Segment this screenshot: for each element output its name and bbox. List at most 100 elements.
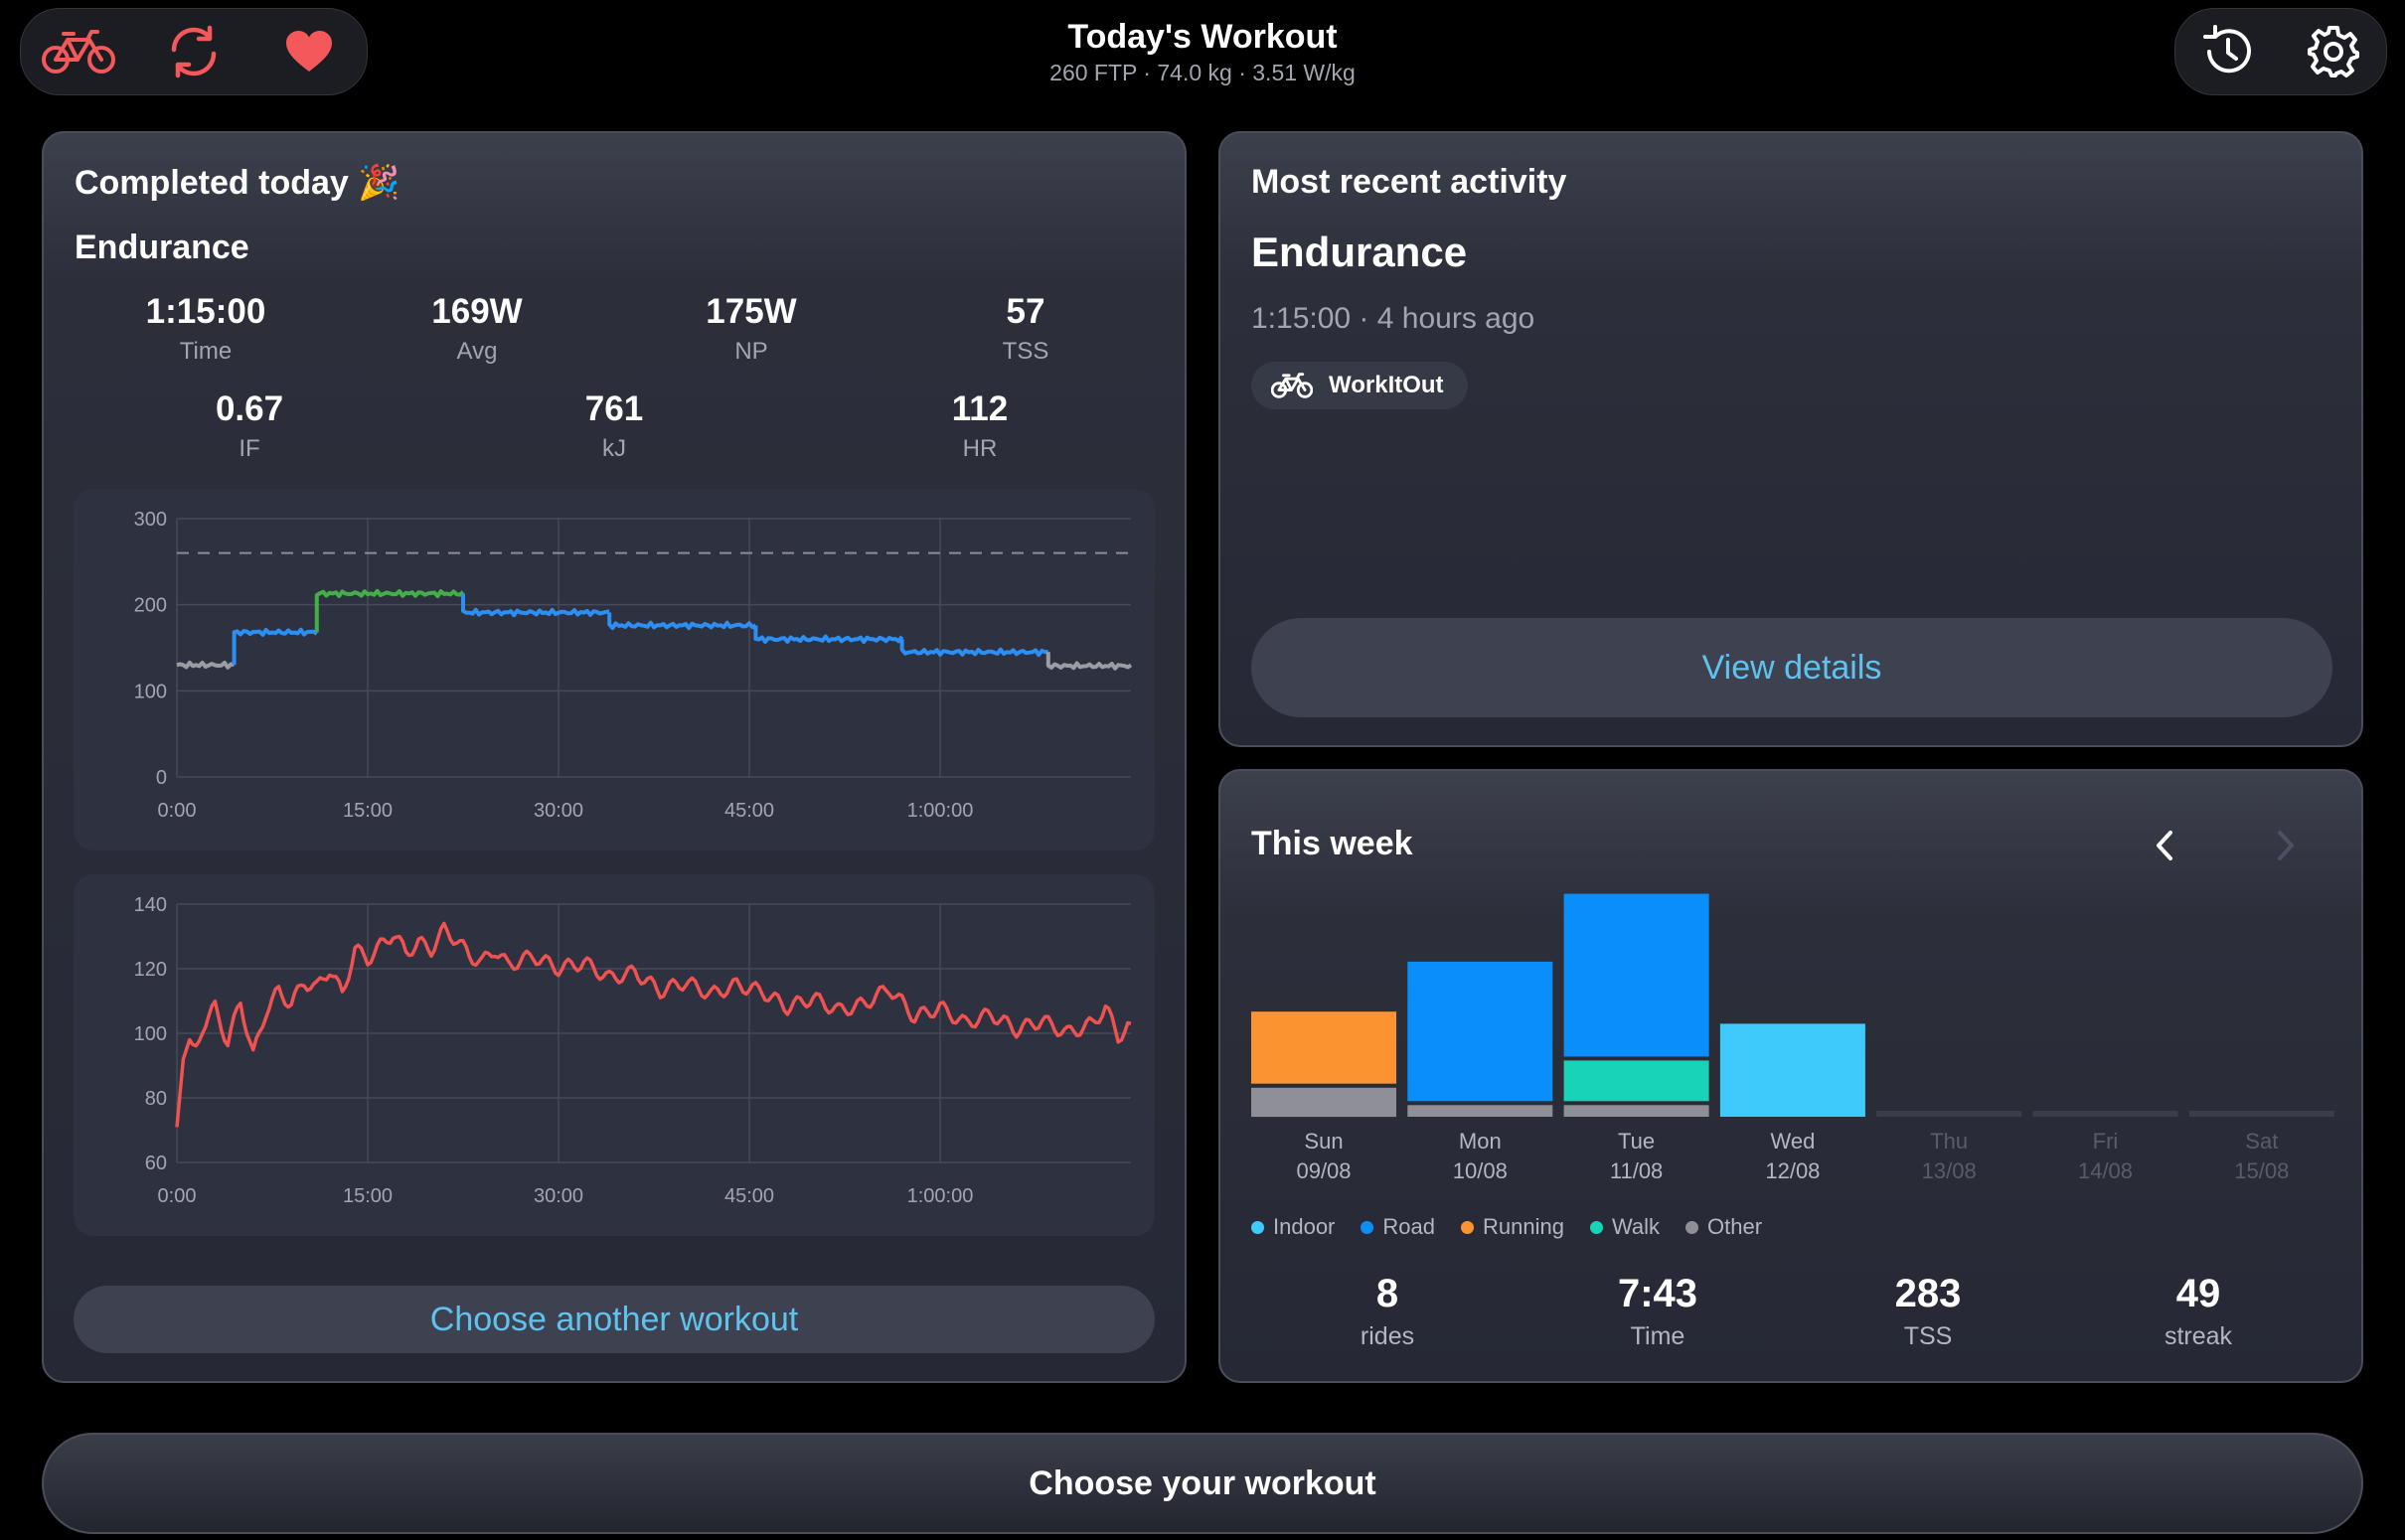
hr-x-tick: 0:00 <box>158 1185 197 1207</box>
week-day-date: 13/08 <box>1921 1158 1977 1183</box>
legend-dot <box>1251 1220 1264 1234</box>
week-day-date: 10/08 <box>1452 1158 1508 1183</box>
legend-item-indoor: Indoor <box>1251 1214 1335 1240</box>
week-prev-button[interactable] <box>2135 821 2194 870</box>
week-bar-empty <box>2188 1111 2334 1117</box>
recent-meta: 1:15:00 · 4 hours ago <box>1251 302 1535 335</box>
stat-tss-label: TSS <box>1002 338 1049 365</box>
power-y-tick: 200 <box>134 595 167 617</box>
week-stat-time-value: 7:43 <box>1617 1272 1698 1315</box>
week-bar-other <box>1407 1105 1553 1117</box>
recent-activity-card: Most recent activity Endurance 1:15:00 ·… <box>1218 131 2363 747</box>
legend-dot <box>1589 1220 1603 1234</box>
week-day-name: Wed <box>1770 1129 1816 1154</box>
history-button[interactable] <box>2188 12 2268 91</box>
hr-y-tick: 100 <box>134 1023 167 1045</box>
stat-if-value: 0.67 <box>215 389 284 428</box>
gear-icon <box>2308 26 2359 77</box>
hr-x-tick: 1:00:00 <box>907 1185 974 1207</box>
legend-item-other: Other <box>1685 1214 1762 1240</box>
week-legend: Indoor Road Running Walk Other <box>1251 1214 1788 1240</box>
stat-time-label: Time <box>179 338 233 365</box>
stat-avg-value: 169W <box>431 292 523 331</box>
power-x-tick: 0:00 <box>158 800 197 822</box>
stat-hr: 112 HR <box>881 389 1079 463</box>
stat-tss: 57 TSS <box>926 292 1125 366</box>
power-segment <box>1045 652 1133 671</box>
hr-x-tick: 15:00 <box>343 1185 393 1207</box>
hr-x-tick: 45:00 <box>724 1185 774 1207</box>
week-day-name: Thu <box>1930 1129 1969 1154</box>
week-day-name: Mon <box>1458 1129 1502 1154</box>
heart-button[interactable] <box>269 12 349 91</box>
header-right-toolbar <box>2174 8 2387 95</box>
sync-icon <box>171 25 217 78</box>
hr-y-tick: 120 <box>134 959 167 981</box>
week-stat-rides: 8 rides <box>1288 1272 1487 1351</box>
header-subtitle: 260 FTP · 74.0 kg · 3.51 W/kg <box>1049 60 1356 85</box>
completed-today-card: Completed today 🎉 Endurance 1:15:00 Time… <box>42 131 1187 1383</box>
bike-button[interactable] <box>39 12 118 91</box>
legend-item-walk: Walk <box>1589 1214 1660 1240</box>
recent-workout-name: Endurance <box>1251 229 1468 275</box>
stat-hr-label: HR <box>962 435 998 462</box>
stat-np-label: NP <box>734 338 768 365</box>
stat-kj-value: 761 <box>584 389 644 428</box>
power-x-tick: 30:00 <box>534 800 583 822</box>
legend-dot <box>1361 1220 1374 1234</box>
power-segment <box>232 627 318 666</box>
power-y-tick: 100 <box>134 681 167 702</box>
power-y-tick: 300 <box>134 509 167 531</box>
week-stat-time-label: Time <box>1630 1322 1685 1350</box>
stat-avg-power: 169W Avg <box>378 292 576 366</box>
bike-icon <box>1271 373 1313 398</box>
power-x-tick: 1:00:00 <box>907 800 974 822</box>
week-day-label: Sun 09/08 <box>1249 1127 1398 1186</box>
week-stat-tss-label: TSS <box>1903 1322 1953 1350</box>
week-bar-other <box>1251 1087 1396 1118</box>
week-next-button[interactable] <box>2256 821 2316 870</box>
choose-your-workout-button[interactable]: Choose your workout <box>42 1433 2363 1534</box>
week-heading: This week <box>1251 825 1413 862</box>
choose-another-workout-button[interactable]: Choose another workout <box>74 1286 1155 1353</box>
legend-item-running: Running <box>1460 1214 1564 1240</box>
stat-time-value: 1:15:00 <box>145 292 266 331</box>
week-stat-streak-value: 49 <box>2175 1272 2221 1315</box>
legend-label: Running <box>1482 1214 1564 1239</box>
hr-x-tick: 30:00 <box>534 1185 583 1207</box>
week-bar-walk <box>1563 1060 1709 1102</box>
heart-rate-chart: 60 80 100 120 140 0:00 15:00 30:00 45:00 1:00:00 <box>74 874 1155 1236</box>
sync-button[interactable] <box>154 12 234 91</box>
hr-y-tick: 80 <box>145 1088 167 1110</box>
power-segment <box>899 639 1048 658</box>
view-details-button[interactable]: View details <box>1251 618 2332 717</box>
week-bar-indoor <box>1719 1023 1865 1117</box>
week-bar-road <box>1563 893 1709 1057</box>
week-bar-empty <box>1876 1111 2022 1117</box>
header-left-toolbar <box>20 8 368 95</box>
week-day-label: Wed 12/08 <box>1718 1127 1867 1186</box>
history-icon <box>2203 25 2251 74</box>
week-day-date: 15/08 <box>2234 1158 2290 1183</box>
week-stat-time: 7:43 Time <box>1558 1272 1757 1351</box>
week-bar-empty <box>2032 1111 2178 1117</box>
power-segment <box>607 612 757 631</box>
recent-source-badge: WorkItOut <box>1251 362 1468 409</box>
stat-time: 1:15:00 Time <box>106 292 305 366</box>
power-x-tick: 15:00 <box>343 800 393 822</box>
hr-y-tick: 140 <box>134 894 167 916</box>
week-day-date: 12/08 <box>1765 1158 1821 1183</box>
week-day-name: Fri <box>2092 1129 2119 1154</box>
settings-button[interactable] <box>2294 12 2373 91</box>
week-day-name: Tue <box>1618 1129 1656 1154</box>
recent-heading: Most recent activity <box>1251 163 1567 201</box>
week-day-label: Thu 13/08 <box>1874 1127 2023 1186</box>
week-bar-other <box>1563 1105 1709 1117</box>
week-bar-road <box>1407 961 1553 1102</box>
stat-if-label: IF <box>239 435 260 462</box>
stat-np-value: 175W <box>706 292 797 331</box>
heart-icon <box>286 31 332 72</box>
legend-label: Other <box>1707 1214 1763 1239</box>
week-day-date: 09/08 <box>1296 1158 1352 1183</box>
week-day-label: Mon 10/08 <box>1405 1127 1554 1186</box>
